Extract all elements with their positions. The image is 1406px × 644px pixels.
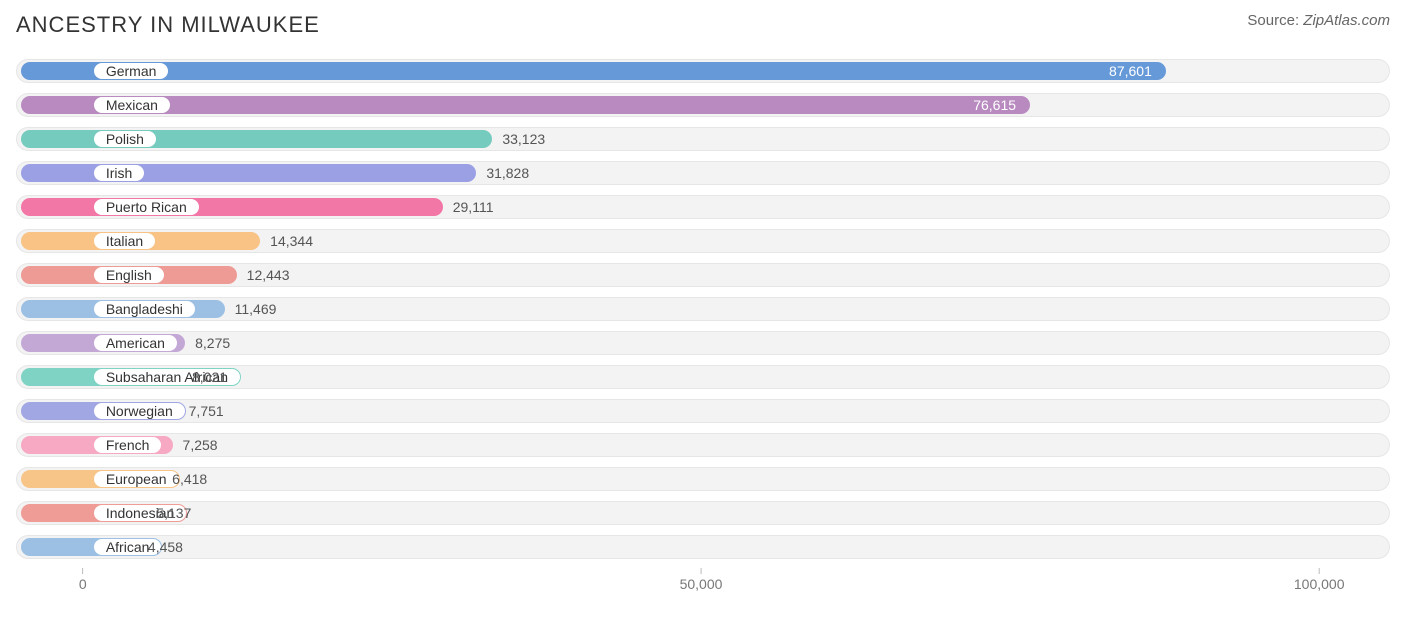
bar-label-pill: French — [93, 436, 163, 454]
bar-value: 4,458 — [148, 539, 183, 555]
chart-title: ANCESTRY IN MILWAUKEE — [16, 12, 320, 38]
bar-value: 7,258 — [183, 437, 218, 453]
bar-row: Mexican76,615 — [16, 90, 1390, 120]
x-axis: 0 50,000 100,000 — [16, 568, 1390, 592]
bar-track — [16, 535, 1390, 559]
source-value: ZipAtlas.com — [1303, 12, 1390, 29]
bar-row: English 12,443 — [16, 260, 1390, 290]
bar-track — [16, 467, 1390, 491]
bar-row: European6,418 — [16, 464, 1390, 494]
bar-value: 6,418 — [172, 471, 207, 487]
bar-label-pill: American — [93, 334, 178, 352]
bar-label-pill: Italian — [93, 232, 156, 250]
bar-value: 31,828 — [486, 165, 529, 181]
bar-track — [16, 433, 1390, 457]
tick-label: 50,000 — [680, 576, 723, 592]
bar-row: French 7,258 — [16, 430, 1390, 460]
bar-value: 8,021 — [192, 369, 227, 385]
bar-rows: German87,601 Mexican76,615 Polish 33,123 Iri… — [16, 56, 1390, 562]
bar-label-pill: Norwegian — [93, 402, 186, 420]
bar-label-pill: Puerto Rican — [93, 198, 200, 216]
source-label: Source: — [1247, 12, 1299, 29]
tick-mark — [1319, 568, 1320, 574]
bar-row: Norwegian7,751 — [16, 396, 1390, 426]
bar-value: 33,123 — [502, 131, 545, 147]
bar-label-pill: Irish — [93, 164, 145, 182]
bar-row: Indonesian5,137 — [16, 498, 1390, 528]
tick-mark — [700, 568, 701, 574]
x-axis-tick: 100,000 — [1294, 568, 1345, 592]
bar — [21, 130, 492, 148]
bar-row: African4,458 — [16, 532, 1390, 562]
tick-label: 0 — [79, 576, 87, 592]
bar-track — [16, 501, 1390, 525]
bar-value: 14,344 — [270, 233, 313, 249]
bar-value: 7,751 — [189, 403, 224, 419]
bar-value: 29,111 — [453, 199, 494, 215]
bar-row: Puerto Rican 29,111 — [16, 192, 1390, 222]
bar-label-pill: Bangladeshi — [93, 300, 196, 318]
chart-source: Source: ZipAtlas.com — [1247, 12, 1390, 29]
bar-label-pill: English — [93, 266, 165, 284]
bar-row: Polish 33,123 — [16, 124, 1390, 154]
bar-value: 12,443 — [247, 267, 290, 283]
bar — [21, 198, 443, 216]
bar-row: Subsaharan African8,021 — [16, 362, 1390, 392]
bar-row: Irish 31,828 — [16, 158, 1390, 188]
bar-row: Bangladeshi 11,469 — [16, 294, 1390, 324]
bar-value: 87,601 — [21, 63, 1166, 79]
tick-mark — [82, 568, 83, 574]
ancestry-bar-chart: German87,601 Mexican76,615 Polish 33,123 Iri… — [16, 56, 1390, 592]
bar-value: 8,275 — [195, 335, 230, 351]
bar-row: German87,601 — [16, 56, 1390, 86]
x-axis-tick: 50,000 — [680, 568, 723, 592]
bar-row: Italian 14,344 — [16, 226, 1390, 256]
chart-header: ANCESTRY IN MILWAUKEE Source: ZipAtlas.c… — [16, 12, 1390, 38]
bar-value: 5,137 — [156, 505, 191, 521]
tick-label: 100,000 — [1294, 576, 1345, 592]
bar-label-pill: Polish — [93, 130, 157, 148]
x-axis-tick: 0 — [79, 568, 87, 592]
bar-value: 11,469 — [235, 301, 277, 317]
bar-value: 76,615 — [21, 97, 1030, 113]
bar — [21, 164, 476, 182]
bar-label-pill: European — [93, 470, 180, 488]
bar-row: American 8,275 — [16, 328, 1390, 358]
